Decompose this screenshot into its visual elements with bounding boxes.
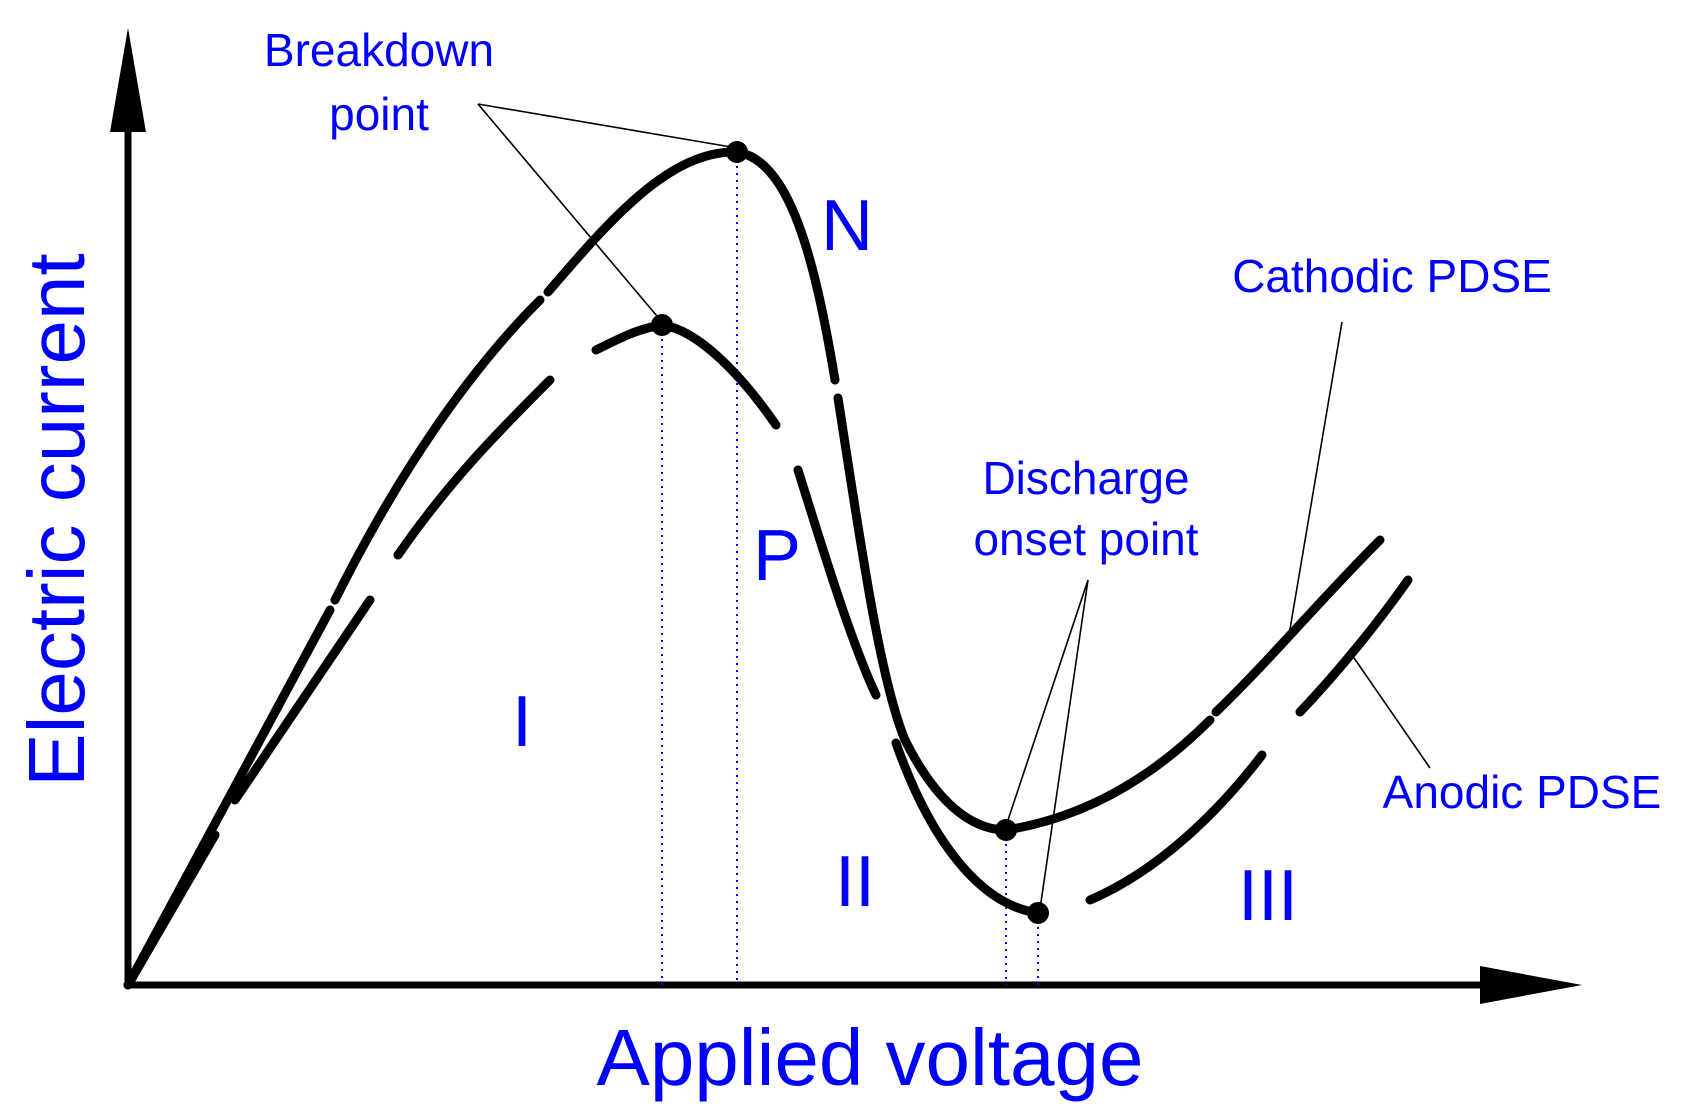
cathodic-leader: [1288, 321, 1343, 636]
onset-leader-anodic: [1039, 579, 1089, 910]
cathodic-curve-segment: [543, 147, 742, 297]
cathodic-curve: [123, 147, 1385, 990]
cathodic-curve-segment: [732, 147, 840, 385]
cathodic-pdse-label: Cathodic PDSE: [1232, 250, 1552, 302]
discharge-label-line1: Discharge: [982, 452, 1189, 504]
x-axis-label: Applied voltage: [596, 1013, 1143, 1102]
cathodic-curve-segment: [1001, 715, 1215, 835]
cathodic-curve-segment: [1211, 535, 1385, 717]
breakdown-leader-cathodic: [477, 103, 738, 149]
region-label-3: III: [1238, 856, 1298, 936]
y-axis-label: Electric current: [12, 253, 101, 786]
anodic-curve-segment: [793, 465, 881, 700]
cathodic-curve-segment: [833, 393, 910, 745]
anodic-curve-segment: [393, 375, 555, 560]
breakdown-label-line1: Breakdown: [264, 24, 494, 76]
y-axis-arrowhead: [110, 28, 146, 132]
breakdown-point-anodic: [651, 314, 673, 336]
region-label-2: II: [835, 842, 875, 922]
anodic-pdse-label: Anodic PDSE: [1383, 766, 1662, 818]
anodic-curve-segment: [891, 738, 1043, 918]
breakdown-leader-anodic: [477, 103, 663, 323]
curve-letter-p: P: [753, 516, 801, 596]
cathodic-curve-segment: [900, 735, 1011, 835]
anodic-curve-segment: [230, 595, 375, 805]
discharge-label-line2: onset point: [973, 513, 1198, 565]
anodic-curve-segment: [1085, 750, 1267, 905]
cathodic-curve-segment: [330, 295, 545, 605]
anodic-leader: [1351, 654, 1431, 769]
x-axis-arrowhead: [1480, 966, 1582, 1004]
breakdown-label-line2: point: [329, 88, 429, 140]
onset-leader-cathodic: [1005, 579, 1089, 827]
breakdown-point-cathodic: [726, 141, 748, 163]
curve-letter-n: N: [821, 186, 873, 266]
anodic-curve-segment: [657, 320, 781, 430]
onset-point-anodic: [1027, 902, 1049, 924]
onset-point-cathodic: [995, 819, 1017, 841]
anodic-curve: [123, 320, 1413, 990]
anodic-curve-segment: [123, 830, 220, 990]
anodic-curve-segment: [1295, 575, 1413, 717]
region-label-1: I: [512, 682, 532, 762]
